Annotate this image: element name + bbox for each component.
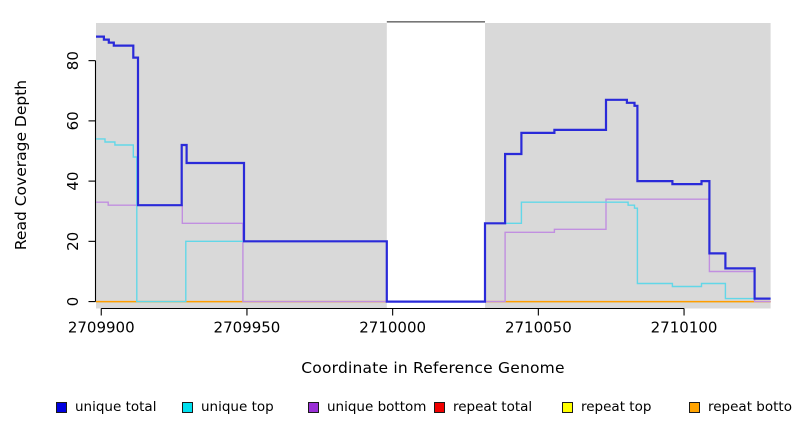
legend-label: repeat top	[581, 399, 652, 415]
legend-label: unique top	[201, 399, 274, 415]
svg-text:20: 20	[64, 232, 82, 251]
legend-swatch-repeat-bottom	[689, 401, 700, 413]
legend-item-unique-bottom: unique bottom	[308, 399, 426, 415]
legend-swatch-unique-top	[182, 401, 193, 413]
legend-item-repeat-total: repeat total	[434, 399, 532, 415]
legend-label: unique total	[75, 399, 157, 415]
y-axis-title: Read Coverage Depth	[12, 79, 30, 251]
legend-item-repeat-bottom: repeat bottom	[689, 399, 792, 415]
svg-text:0: 0	[64, 297, 82, 307]
legend-label: unique bottom	[327, 399, 427, 415]
x-axis-title: Coordinate in Reference Genome	[301, 359, 565, 377]
svg-text:2709900: 2709900	[68, 319, 135, 337]
legend-item-repeat-top: repeat top	[562, 399, 651, 415]
svg-text:2709950: 2709950	[214, 319, 281, 337]
legend-label: repeat bottom	[708, 399, 792, 415]
svg-text:2710100: 2710100	[651, 319, 718, 337]
legend-swatch-unique-bottom	[308, 401, 319, 413]
legend-item-unique-top: unique top	[182, 399, 274, 415]
svg-text:2710050: 2710050	[505, 319, 572, 337]
legend-swatch-repeat-top	[562, 401, 573, 413]
svg-text:80: 80	[64, 51, 82, 70]
legend-item-unique-total: unique total	[56, 399, 156, 415]
svg-text:40: 40	[64, 172, 82, 191]
legend-label: repeat total	[453, 399, 533, 415]
svg-text:2710000: 2710000	[359, 319, 426, 337]
legend-swatch-unique-total	[56, 401, 67, 413]
svg-text:60: 60	[64, 111, 82, 130]
legend-swatch-repeat-total	[434, 401, 445, 413]
